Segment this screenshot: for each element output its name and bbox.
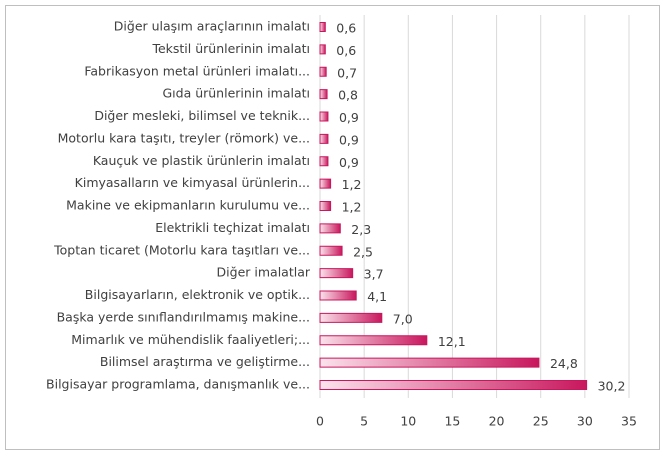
y-tick-label: Makine ve ekipmanların kurulumu ve... (66, 198, 310, 213)
bar (319, 156, 329, 167)
data-label: 0,6 (336, 43, 356, 58)
data-label: 24,8 (550, 356, 578, 371)
data-label: 12,1 (438, 334, 466, 349)
bar (319, 223, 341, 234)
data-label: 2,3 (351, 222, 371, 237)
x-tick-label: 35 (621, 414, 637, 429)
bar (319, 44, 326, 55)
x-tick-label: 15 (444, 414, 460, 429)
x-tick-label: 5 (360, 414, 368, 429)
data-label: 3,7 (364, 267, 384, 282)
data-label: 30,2 (598, 379, 626, 394)
bar (319, 245, 343, 256)
data-label: 0,9 (339, 110, 359, 125)
bar (319, 312, 383, 323)
bar (319, 380, 588, 390)
bar (319, 178, 332, 189)
x-tick-label: 10 (400, 414, 416, 429)
bar (319, 111, 329, 122)
data-label: 7,0 (393, 311, 413, 326)
x-tick-label: 25 (533, 414, 549, 429)
data-label: 1,2 (342, 200, 362, 215)
data-label: 0,9 (339, 132, 359, 147)
y-tick-label: Diğer ulaşım araçlarının imalatı (114, 19, 310, 34)
bar (319, 201, 332, 211)
y-tick-label: Toptan ticaret (Motorlu kara taşıtları v… (53, 242, 310, 257)
bar (319, 133, 329, 144)
y-tick-label: Fabrikasyon metal ürünleri imalatı... (84, 63, 310, 78)
y-tick-label: Başka yerde sınıflandırılmamış makine... (57, 309, 310, 324)
y-tick-label: Kimyasalların ve kimyasal ürünlerin... (75, 175, 310, 190)
y-tick-label: Motorlu kara taşıtı, treyler (römork) ve… (58, 130, 310, 145)
data-label: 0,6 (336, 21, 356, 36)
data-label: 2,5 (353, 244, 373, 259)
y-tick-label: Bilgisayar programlama, danışmanlık ve..… (46, 377, 310, 392)
data-label: 0,9 (339, 155, 359, 170)
bar (319, 89, 328, 100)
bar (319, 22, 326, 32)
data-label: 0,8 (338, 88, 358, 103)
bar (319, 357, 540, 368)
y-tick-label: Bilimsel araştırma ve geliştirme... (100, 354, 310, 369)
y-tick-label: Kauçuk ve plastik ürünlerin imalatı (93, 153, 310, 168)
x-tick-label: 20 (489, 414, 505, 429)
data-label: 4,1 (367, 289, 387, 304)
bar (319, 335, 428, 346)
y-tick-label: Elektrikli teçhizat imalatı (155, 220, 310, 235)
y-tick-label: Bilgisayarların, elektronik ve optik... (85, 287, 310, 302)
data-label: 1,2 (342, 177, 362, 192)
bar (319, 66, 327, 77)
x-tick-label: 0 (316, 414, 324, 429)
y-tick-label: Gıda ürünlerinin imalatı (162, 86, 310, 101)
y-tick-label: Diğer imalatlar (217, 265, 311, 280)
data-label: 0,7 (337, 65, 357, 80)
bar (319, 290, 357, 301)
y-tick-label: Tekstil ürünlerinin imalatı (151, 41, 310, 56)
y-tick-label: Diğer mesleki, bilimsel ve teknik... (94, 108, 310, 123)
x-tick-label: 30 (577, 414, 593, 429)
bar (319, 268, 354, 279)
y-tick-label: Mimarlık ve mühendislik faaliyetleri;... (71, 332, 310, 347)
